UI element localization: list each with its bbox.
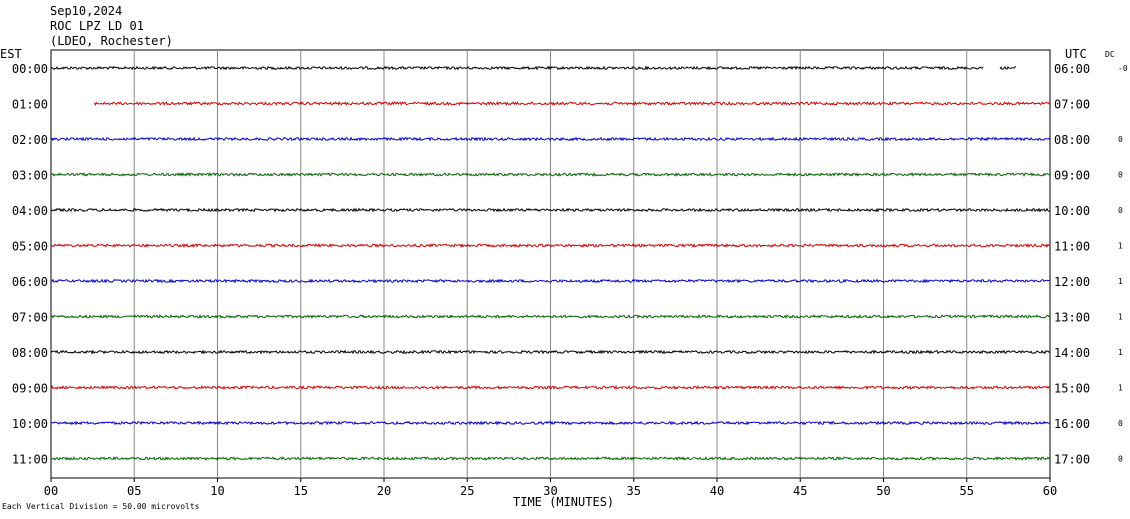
utc-hour-label: 13:00 [1054, 311, 1090, 325]
utc-hour-label: 06:00 [1054, 62, 1090, 76]
dc-value: 1 [1118, 348, 1123, 357]
dc-value: 0 [1118, 171, 1123, 180]
est-hour-label: 05:00 [12, 240, 48, 254]
seismic-trace [50, 242, 1051, 249]
x-tick-label: 30 [543, 484, 557, 498]
est-hour-label: 11:00 [12, 453, 48, 467]
dc-value: 1 [1118, 242, 1123, 251]
trace-layer [50, 65, 1051, 461]
dc-value: 0 [1118, 206, 1123, 215]
seismic-trace [50, 420, 1051, 426]
seismic-trace [50, 65, 984, 71]
est-hour-label: 06:00 [12, 275, 48, 289]
est-hour-label: 03:00 [12, 169, 48, 183]
est-hour-label: 04:00 [12, 204, 48, 218]
est-hour-label: 07:00 [12, 311, 48, 325]
x-axis-title: TIME (MINUTES) [513, 495, 615, 509]
x-tick-label: 55 [960, 484, 974, 498]
x-tick-label: 40 [710, 484, 724, 498]
x-tick-label: 20 [377, 484, 391, 498]
est-hour-label: 10:00 [12, 417, 48, 431]
seismic-trace [999, 65, 1017, 70]
utc-hour-label: 07:00 [1054, 98, 1090, 112]
station-name: ROC LPZ LD 01 [50, 19, 144, 33]
dc-value: 1 [1118, 313, 1123, 322]
dc-value: -0 [1118, 64, 1128, 73]
est-axis-label: EST [0, 47, 22, 61]
utc-hour-label: 16:00 [1054, 417, 1090, 431]
seismic-trace [50, 384, 1051, 391]
seismic-trace [50, 349, 1051, 355]
seismic-trace [50, 136, 1051, 142]
dc-value: 0 [1118, 419, 1123, 428]
dc-value: 0 [1118, 455, 1123, 464]
seismic-trace [50, 278, 1050, 284]
est-hour-label: 09:00 [12, 382, 48, 396]
x-tick-label: 45 [793, 484, 807, 498]
x-tick-label: 35 [627, 484, 641, 498]
x-tick-label: 25 [460, 484, 474, 498]
x-tick-label: 15 [294, 484, 308, 498]
utc-hour-label: 10:00 [1054, 204, 1090, 218]
utc-hour-label: 14:00 [1054, 346, 1090, 360]
seismic-trace [50, 456, 1051, 461]
dc-value: 1 [1118, 277, 1123, 286]
x-tick-label: 05 [127, 484, 141, 498]
est-hour-label: 01:00 [12, 98, 48, 112]
utc-hour-label: 12:00 [1054, 275, 1090, 289]
vertical-division-note: Each Vertical Division = 50.00 microvolt… [2, 502, 200, 511]
x-tick-label: 60 [1043, 484, 1057, 498]
dc-value: 1 [1118, 384, 1123, 393]
plot-date: Sep10,2024 [50, 4, 123, 18]
seismic-trace [93, 101, 1050, 106]
utc-hour-label: 11:00 [1054, 240, 1090, 254]
dc-value: 0 [1118, 135, 1123, 144]
seismic-trace [50, 207, 1051, 213]
est-hour-label: 08:00 [12, 346, 48, 360]
utc-axis-label: UTC [1065, 47, 1087, 61]
utc-hour-label: 15:00 [1054, 382, 1090, 396]
est-hour-label: 02:00 [12, 133, 48, 147]
seismic-trace [50, 172, 1051, 177]
x-tick-label: 50 [876, 484, 890, 498]
utc-hour-label: 08:00 [1054, 133, 1090, 147]
x-tick-label: 00 [44, 484, 58, 498]
network-name: (LDEO, Rochester) [50, 34, 173, 48]
grid-layer [50, 49, 1051, 482]
utc-hour-label: 17:00 [1054, 453, 1090, 467]
x-tick-label: 10 [210, 484, 224, 498]
utc-hour-label: 09:00 [1054, 169, 1090, 183]
seismic-trace [50, 313, 1051, 319]
dc-column-label: DC [1105, 50, 1115, 59]
est-hour-label: 00:00 [12, 62, 48, 76]
